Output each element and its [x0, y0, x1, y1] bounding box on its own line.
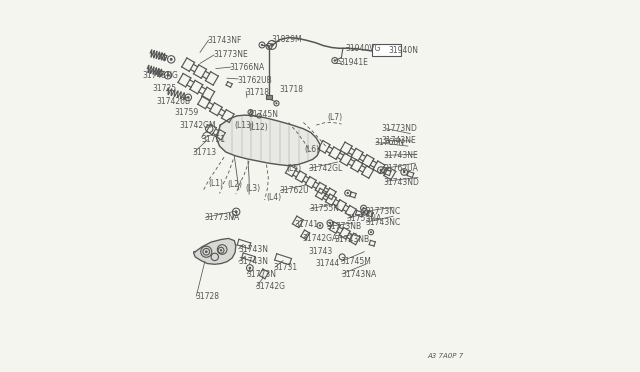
Text: 31731: 31731 [274, 263, 298, 272]
Text: 31743NC: 31743NC [365, 218, 400, 227]
Text: 31829M: 31829M [271, 35, 302, 44]
Text: 31773N: 31773N [246, 270, 276, 279]
Circle shape [346, 192, 349, 194]
Text: 31743NE: 31743NE [383, 151, 419, 160]
Circle shape [187, 96, 189, 99]
Text: 31743NB: 31743NB [335, 235, 370, 244]
Circle shape [403, 171, 406, 173]
Text: 31718: 31718 [245, 88, 269, 97]
Text: (L5): (L5) [286, 164, 301, 173]
Text: 31773NA: 31773NA [205, 213, 240, 222]
Circle shape [270, 43, 274, 47]
Text: 31743: 31743 [308, 247, 332, 256]
Text: 31743N: 31743N [238, 257, 268, 266]
Bar [266, 95, 272, 99]
Text: (L7): (L7) [328, 113, 342, 122]
Text: 317426B: 317426B [157, 97, 191, 106]
Circle shape [268, 45, 270, 48]
Circle shape [363, 211, 365, 213]
Text: 31743NE: 31743NE [381, 136, 415, 145]
Text: 31718: 31718 [280, 85, 303, 94]
Text: 31728: 31728 [195, 292, 220, 301]
Circle shape [220, 249, 222, 251]
Text: 31743ND: 31743ND [383, 178, 419, 187]
Text: 31940VG: 31940VG [345, 44, 381, 53]
Polygon shape [216, 115, 320, 166]
Text: 31743N: 31743N [238, 245, 268, 254]
Text: (L12): (L12) [248, 123, 268, 132]
Text: 31743NA: 31743NA [341, 270, 377, 279]
Bar [372, 44, 401, 56]
Circle shape [205, 250, 207, 253]
Circle shape [248, 267, 251, 269]
Circle shape [170, 58, 173, 61]
Text: 31745M: 31745M [340, 257, 371, 266]
Text: 31743NG: 31743NG [142, 71, 178, 80]
Text: 31742GL: 31742GL [308, 164, 342, 173]
Text: 31940N: 31940N [388, 46, 419, 55]
Text: 31766NA: 31766NA [230, 63, 265, 72]
Text: 31744: 31744 [316, 259, 340, 268]
Text: 31741: 31741 [295, 220, 319, 229]
Circle shape [329, 222, 331, 224]
Circle shape [333, 59, 336, 62]
Circle shape [250, 111, 252, 113]
Text: (L1): (L1) [209, 179, 223, 187]
Text: 31743NF: 31743NF [207, 36, 242, 45]
Text: 31762UA: 31762UA [383, 164, 419, 173]
Text: 31742GA: 31742GA [303, 234, 338, 243]
Text: 31759: 31759 [174, 108, 198, 117]
Circle shape [235, 211, 237, 213]
Text: 31762U: 31762U [280, 186, 309, 195]
Text: 31766N: 31766N [374, 138, 404, 147]
Text: 31941E: 31941E [340, 58, 369, 67]
Text: 31773ND: 31773ND [381, 124, 417, 133]
Text: 31751: 31751 [201, 135, 225, 144]
Text: 31762UB: 31762UB [237, 76, 271, 84]
Circle shape [275, 102, 278, 104]
Text: (L6): (L6) [305, 145, 319, 154]
Text: 31755N: 31755N [309, 204, 339, 214]
Circle shape [380, 169, 382, 171]
Circle shape [261, 44, 263, 46]
Text: (L13): (L13) [234, 121, 254, 129]
Text: 31713: 31713 [193, 148, 217, 157]
Text: 31773NE: 31773NE [213, 51, 248, 60]
Text: 31742GM: 31742GM [179, 121, 216, 129]
Text: 31725: 31725 [152, 84, 176, 93]
Text: 31742G: 31742G [255, 282, 285, 291]
Circle shape [319, 224, 321, 227]
Text: 31773NB: 31773NB [326, 222, 362, 231]
Text: (L2): (L2) [227, 180, 242, 189]
Text: 31745N: 31745N [248, 109, 278, 119]
Circle shape [166, 74, 170, 77]
Text: (L4): (L4) [266, 193, 282, 202]
Text: (L3): (L3) [245, 184, 260, 193]
Text: A3 7A0P 7: A3 7A0P 7 [427, 353, 463, 359]
Text: 31755NA: 31755NA [347, 214, 382, 222]
Circle shape [370, 231, 372, 233]
Text: 31773NC: 31773NC [365, 207, 400, 217]
Circle shape [362, 207, 365, 209]
Polygon shape [194, 238, 236, 264]
